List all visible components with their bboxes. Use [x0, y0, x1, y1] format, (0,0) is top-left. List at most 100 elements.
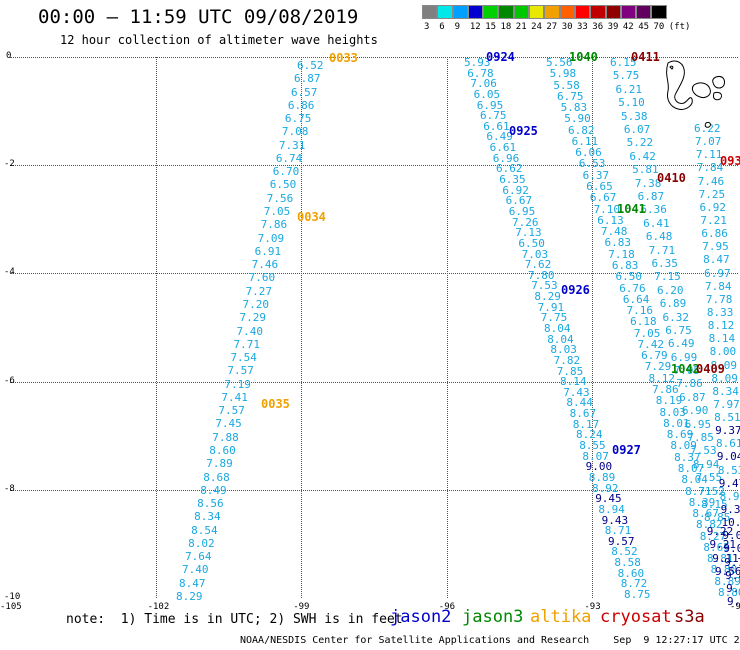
map-plot	[10, 57, 738, 598]
wave-height-value: 7.71	[233, 337, 260, 351]
wave-height-value: 8.47	[179, 576, 206, 590]
wave-height-value: 8.12	[648, 371, 675, 385]
wave-height-value: 6.70	[272, 165, 300, 179]
wave-height-value: 6.75	[556, 89, 584, 103]
wave-height-value: 7.42	[637, 337, 664, 351]
map-subtitle: 12 hour collection of altimeter wave hei…	[60, 33, 378, 47]
wave-height-value: 8.67	[692, 507, 719, 521]
scale-swatch	[467, 5, 484, 19]
wave-height-value: 8.09	[710, 358, 738, 372]
wave-height-value: 8.07	[677, 461, 705, 475]
scale-label: (ft)	[668, 22, 691, 32]
scale-swatch	[590, 5, 606, 19]
wave-height-value: 8.53	[717, 463, 740, 477]
wave-height-value: 6.20	[656, 283, 684, 297]
pass-time-label: 0410	[657, 171, 686, 185]
wave-height-value: 8.81	[707, 552, 734, 566]
wave-height-value: 6.57	[290, 85, 318, 99]
wave-height-value: 7.57	[227, 364, 254, 378]
wave-height-value: 7.84	[705, 279, 732, 293]
island-shape	[691, 82, 711, 98]
wave-height-value: 6.61	[483, 119, 510, 133]
wave-height-value: 6.21	[615, 82, 643, 96]
wave-height-value: 8.49	[200, 483, 227, 497]
wave-height-value: 7.15	[654, 270, 681, 284]
wave-height-value: 8.60	[209, 443, 236, 457]
wave-height-value: 9.37	[715, 424, 740, 438]
wave-height-value: 6.64	[622, 292, 650, 306]
wave-height-value: 7.06	[470, 77, 497, 91]
wave-height-value: 7.48	[600, 225, 628, 239]
wave-height-value: 7.46	[697, 174, 725, 188]
wave-height-value: 7.10	[593, 202, 621, 216]
scale-label: 30	[561, 22, 573, 32]
wave-height-value: 7.07	[694, 135, 722, 149]
grid-line-horizontal	[10, 57, 738, 58]
wave-height-value: 6.95	[684, 417, 712, 431]
scale-label: 45	[638, 22, 650, 32]
wave-height-value: 7.43	[563, 385, 590, 399]
wave-height-value: 9.71	[724, 555, 740, 569]
wave-height-value: 6.91	[254, 244, 282, 258]
wave-height-value: 8.71	[685, 484, 712, 498]
legend-item-cryosat: cryosat	[600, 607, 672, 627]
wave-height-value: 5.81	[632, 163, 659, 177]
grid-line-horizontal	[10, 489, 738, 491]
grid-line-vertical	[446, 57, 448, 598]
wave-height-value: 7.20	[242, 297, 270, 311]
wave-height-value: 9.11	[712, 551, 739, 565]
wave-height-value: 8.65	[703, 540, 730, 554]
wave-height-value: 6.89	[659, 297, 687, 311]
wave-height-value: 7.62	[524, 258, 552, 272]
wave-height-value: 8.58	[614, 556, 641, 570]
wave-height-value: 9.21	[709, 538, 736, 552]
wave-height-value: 8.04	[544, 322, 571, 335]
wave-height-value: 9.22	[706, 524, 734, 538]
wave-height-value: 7.21	[700, 213, 727, 227]
wave-height-value: 8.07	[582, 449, 609, 463]
wave-height-value: 7.03	[521, 247, 549, 261]
wave-height-value: 6.50	[615, 270, 643, 284]
wave-height-value: 7.75	[540, 311, 568, 325]
wave-height-value: 5.90	[564, 112, 591, 126]
legend-item-altika: altika	[530, 607, 592, 627]
wave-height-value: 7.78	[705, 292, 733, 306]
x-tick-label: -90	[730, 602, 740, 612]
wave-height-value: 7.55	[695, 471, 723, 485]
wave-height-value: 8.19	[655, 394, 683, 408]
wave-height-value: 8.51	[714, 411, 740, 425]
pass-time-label: 0035	[261, 397, 290, 411]
wave-height-value: 6.53	[578, 157, 606, 171]
wave-height-value: 8.72	[620, 577, 648, 591]
pass-time-label: 0033	[329, 51, 358, 65]
wave-height-value: 6.35	[499, 173, 526, 187]
wave-height-value: 8.04	[547, 332, 574, 346]
wave-height-value: 7.60	[248, 271, 276, 285]
wave-height-value: 8.00	[709, 345, 737, 359]
wave-height-value: 8.55	[579, 439, 606, 453]
wave-height-value: 9.45	[595, 492, 622, 506]
wave-height-value: 8.09	[670, 439, 697, 453]
wave-height-value: 7.84	[696, 161, 724, 175]
island-shape	[712, 76, 725, 89]
wave-height-value: 6.36	[640, 203, 667, 217]
wave-height-value: 8.15	[701, 498, 728, 512]
wave-height-value: 8.03	[659, 405, 686, 419]
wave-height-value: 7.97	[713, 397, 740, 411]
island-shape	[669, 65, 674, 70]
wave-height-value: 7.53	[690, 444, 717, 458]
wave-height-value: 7.16	[626, 304, 654, 318]
wave-height-value: 7.82	[553, 353, 581, 367]
wave-height-value: 6.61	[489, 141, 517, 155]
wave-height-value: 9.04	[723, 542, 740, 556]
wave-height-value: 7.88	[212, 430, 239, 444]
scale-swatch	[529, 5, 545, 19]
galapagos-islands-outline	[666, 60, 725, 128]
wave-height-value: 7.31	[278, 138, 306, 152]
wave-height-value: 6.22	[694, 122, 721, 135]
legend-item-s3a: s3a	[674, 607, 705, 627]
wave-height-value: 6.82	[567, 123, 595, 137]
wave-height-value: 5.10	[618, 96, 645, 110]
wave-height-value: 8.67	[569, 407, 597, 421]
pass-time-label: 0409	[696, 362, 725, 376]
